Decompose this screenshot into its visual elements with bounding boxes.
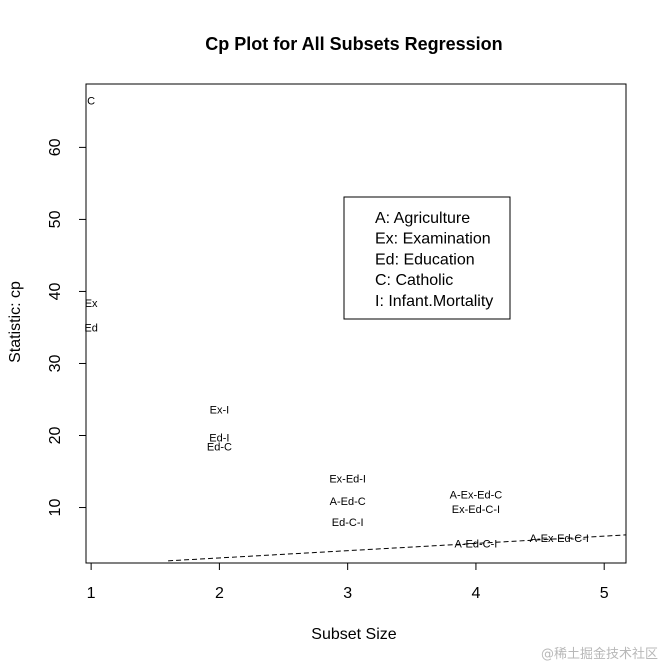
chart-title: Cp Plot for All Subsets Regression [205,34,502,54]
x-tick-label: 5 [600,585,609,602]
point-label: A-Ed-C [330,496,366,508]
x-axis: 1 2 3 4 5 [87,562,609,602]
watermark: @稀土掘金技术社区 [540,647,658,662]
y-axis: 10 20 30 40 50 60 [47,138,87,517]
y-tick-label: 30 [47,354,64,372]
point-label: Ex-Ed-C-I [452,504,500,516]
legend-entry: Ed: Education [375,251,475,268]
y-tick-label: 50 [47,210,64,228]
y-axis-label: Statistic: cp [7,281,24,363]
point-label: Ex-Ed-I [329,474,366,486]
point-label: C [87,96,95,108]
legend-entry: A: Agriculture [375,210,470,227]
legend-entry: C: Catholic [375,272,453,289]
y-tick-label: 40 [47,282,64,300]
y-tick-label: 20 [47,427,64,445]
y-tick-label: 60 [47,138,64,156]
point-label: Ed-C [207,441,232,453]
x-tick-label: 1 [87,585,96,602]
data-labels: C Ex Ed Ex-I Ed-IEd-C Ex-Ed-I A-Ed-C Ed-C-I A-Ex… [84,96,589,551]
legend-entry: I: Infant.Mortality [375,293,493,310]
point-label: Ed [84,322,97,334]
point-label: A-Ed-C-I [455,539,498,551]
y-tick-label: 10 [47,499,64,517]
point-label: Ed-I [209,433,229,445]
point-label: A-Ex-Ed-C [450,490,503,502]
x-tick-label: 2 [215,585,224,602]
point-label: Ex [85,298,98,310]
plot-frame [85,83,627,564]
legend-entry: Ex: Examination [375,231,491,248]
x-tick-label: 3 [343,585,352,602]
x-axis-label: Subset Size [311,626,396,643]
x-tick-label: 4 [471,585,480,602]
legend-box [343,196,511,320]
legend: A: Agriculture Ex: Examination Ed: Educati… [343,196,511,320]
point-label: A-Ex-Ed-C-I [530,533,589,545]
reference-line [168,534,627,562]
point-label: Ex-I [210,405,230,417]
point-label: Ed-C-I [332,517,364,529]
